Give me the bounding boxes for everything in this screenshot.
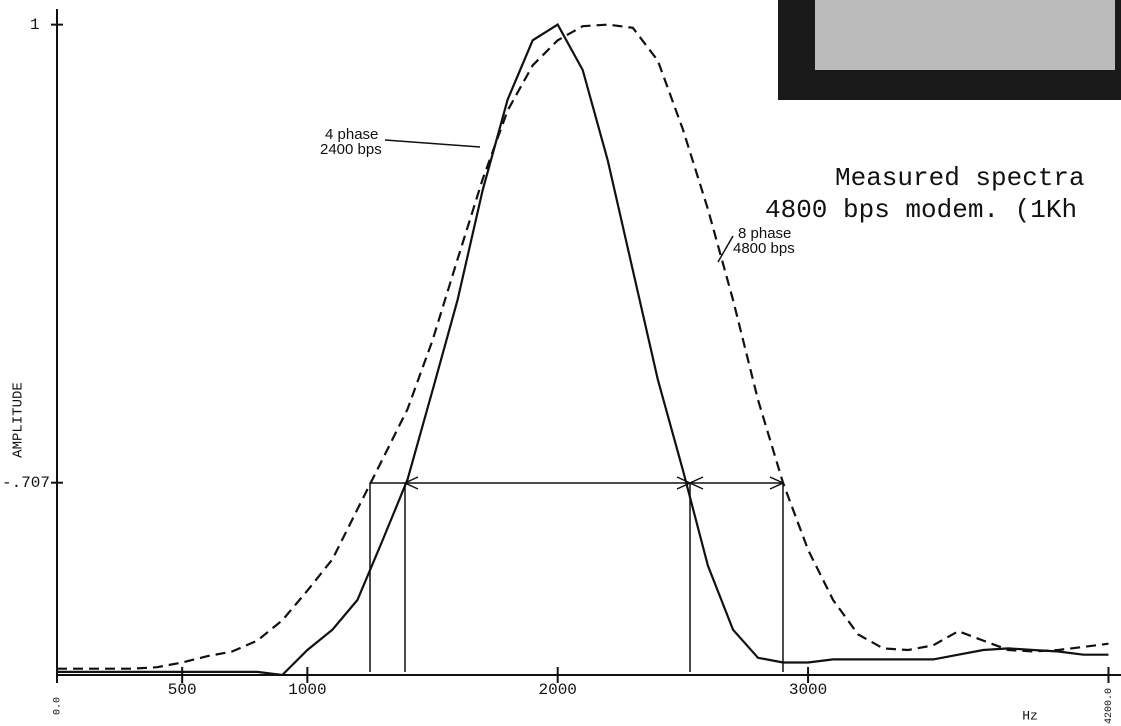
- x-tick-label: 2000: [539, 681, 577, 699]
- leader-line: [384, 139, 481, 148]
- y-axis-label: AMPLITUDE: [11, 382, 27, 458]
- y-tick-label: -.707: [2, 474, 50, 492]
- x-tick-label: 3000: [789, 681, 827, 699]
- series-label: 2400 bps: [320, 141, 382, 158]
- series-label: 4800 bps: [733, 240, 795, 257]
- x-tick-label: 0.0: [53, 697, 64, 715]
- chart-title: Measured spectra: [835, 163, 1085, 193]
- x-tick-label: 1000: [288, 681, 326, 699]
- y-tick-label: 1: [30, 16, 40, 34]
- series-label: 8 phase: [738, 225, 791, 242]
- x-tick-label: 4200.0: [1104, 688, 1115, 724]
- x-tick-label: 500: [168, 681, 197, 699]
- leader-line: [717, 235, 734, 263]
- x-axis-label: Hz: [1022, 708, 1038, 723]
- photo-screen: [815, 0, 1115, 70]
- bandwidth-markers: [369, 476, 785, 672]
- series-line: [57, 23, 1109, 677]
- chart-title: 4800 bps modem. (1Kh: [765, 195, 1077, 225]
- series-line: [57, 23, 1109, 670]
- series-label: 4 phase: [325, 126, 378, 143]
